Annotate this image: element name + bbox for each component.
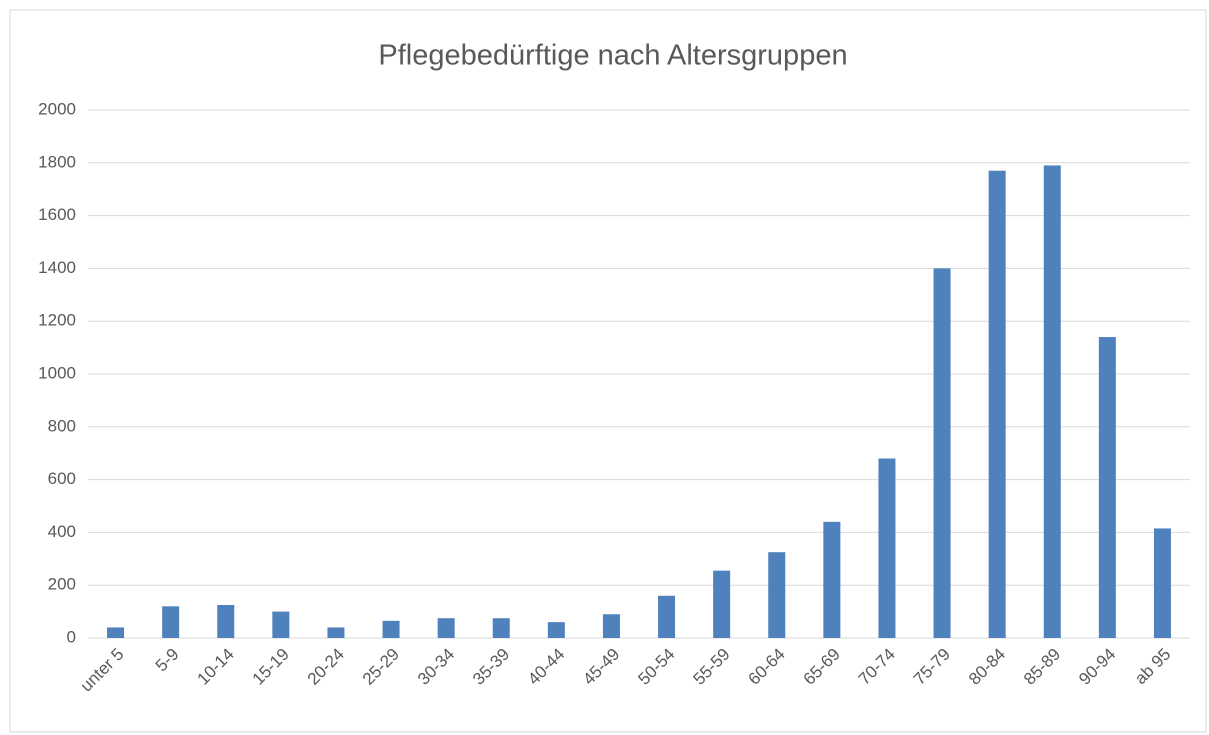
bar	[547, 622, 565, 638]
bar	[988, 170, 1006, 638]
y-tick-label: 400	[48, 522, 76, 541]
bar	[823, 521, 841, 638]
bar	[1153, 528, 1171, 638]
bar	[162, 606, 180, 638]
bar	[713, 570, 731, 638]
chart-frame	[9, 9, 1207, 733]
y-tick-label: 0	[67, 627, 76, 646]
bar	[382, 620, 400, 638]
bar	[878, 458, 896, 638]
bar	[768, 552, 786, 638]
bar	[272, 611, 290, 638]
y-tick-label: 1000	[38, 363, 76, 382]
bar	[1043, 165, 1061, 638]
y-tick-label: 800	[48, 416, 76, 435]
chart-title: Pflegebedürftige nach Altersgruppen	[378, 40, 847, 72]
y-tick-label: 600	[48, 469, 76, 488]
y-tick-label: 1800	[38, 152, 76, 171]
bar	[217, 605, 235, 638]
bar	[1098, 337, 1116, 638]
y-tick-label: 1400	[38, 258, 76, 277]
y-tick-label: 2000	[38, 99, 76, 118]
bar	[492, 618, 510, 638]
bar	[437, 618, 455, 638]
y-tick-label: 1200	[38, 311, 76, 330]
bar	[933, 268, 951, 638]
bar	[327, 627, 345, 638]
bar	[658, 595, 676, 638]
y-tick-label: 1600	[38, 205, 76, 224]
bar	[602, 614, 620, 638]
y-tick-label: 200	[48, 575, 76, 594]
bar	[107, 627, 125, 638]
